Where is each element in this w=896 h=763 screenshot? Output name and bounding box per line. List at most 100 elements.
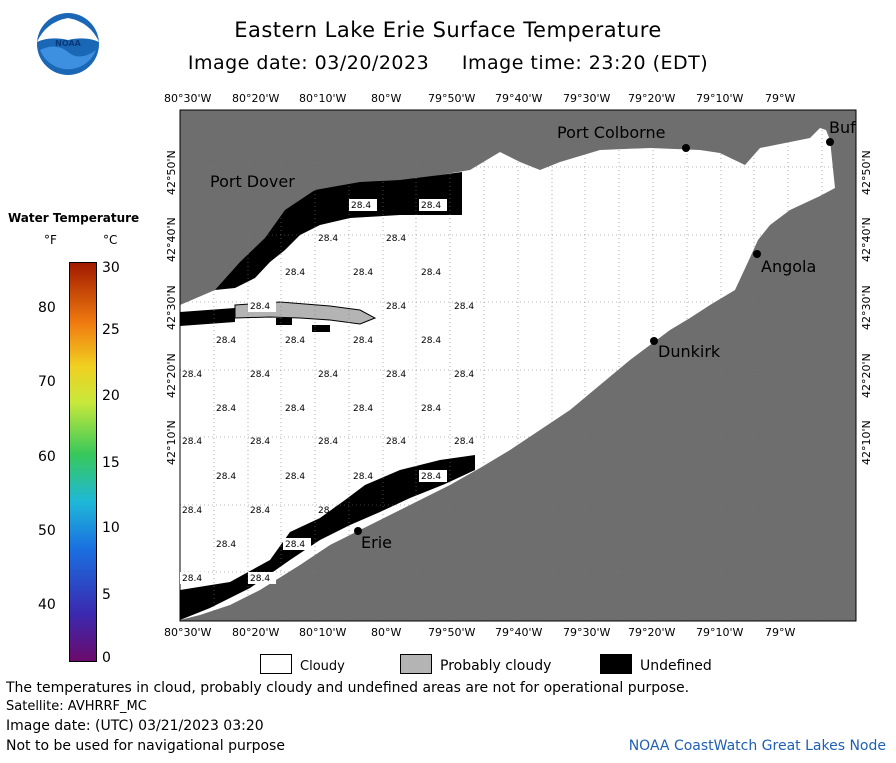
lat-label-left: 42°30'N [165,285,178,330]
place-angola: Angola [761,257,817,276]
scale-tick-c: 5 [102,587,111,603]
temperature-label: 28.4 [421,336,441,346]
scale-tick-f: 60 [38,449,56,465]
legend-swatch-cloudy [260,654,292,674]
legend-label-undefined: Undefined [640,658,712,674]
temperature-label: 28.4 [216,472,236,482]
scale-title: Water Temperature [8,211,140,225]
temperature-label-bg [283,538,311,550]
temperature-label: 28.4 [454,437,474,447]
lon-label-top: 79°10'W [696,92,744,105]
temperature-label: 28.4 [386,302,406,312]
temperature-label-bg [349,199,377,211]
footer-nav-warning: Not to be used for navigational purpose [6,738,285,754]
lon-label-bottom: 79°W [765,626,796,639]
graticule [180,110,856,621]
lat-label-right: 42°10'N [860,420,873,465]
temperature-label: 28.4 [285,472,305,482]
temperature-label: 28.4 [182,437,202,447]
lat-label-left: 42°40'N [165,217,178,262]
temperature-label: 28.4 [351,201,371,211]
scale-tick-c: 15 [102,455,120,471]
city-marker-buffalo [826,138,834,146]
lat-label-left: 42°50'N [165,150,178,195]
scale-tick-c: 30 [102,260,120,276]
temperature-label: 28.4 [182,506,202,516]
north-shore-land [180,110,500,305]
lon-label-top: 79°50'W [428,92,476,105]
lon-label-top: 80°10'W [299,92,347,105]
place-erie: Erie [361,533,392,552]
temperature-label: 28.4 [421,404,441,414]
undefined-area-west [180,308,235,326]
map-subtitle: Image date: 03/20/2023 Image time: 23:20… [187,52,709,74]
temperature-label: 28.4 [250,302,270,312]
lon-label-bottom: 79°10'W [696,626,744,639]
temperature-label: 28.4 [182,370,202,380]
temperature-label: 28.4 [318,370,338,380]
temperature-label: 28.4 [216,404,236,414]
city-marker-angola [753,250,761,258]
legend-swatch-probably-cloudy [400,654,432,674]
lon-label-bottom: 80°W [371,626,402,639]
temperature-label-bg [248,572,276,584]
temperature-label: 28.4 [454,302,474,312]
temperature-label: 28.4 [353,404,373,414]
temperature-label: 28.4 [421,268,441,278]
temperature-label: 28.4 [421,201,441,211]
lat-label-left: 42°10'N [165,420,178,465]
lon-label-bottom: 79°30'W [563,626,611,639]
place-port-dover: Port Dover [210,172,295,191]
temperature-label: 28.4 [250,370,270,380]
footer-credit: NOAA CoastWatch Great Lakes Node [628,738,886,754]
temperature-label: 28.4 [250,506,270,516]
temperature-label: 28.4 [386,370,406,380]
noaa-logo: NOAA [37,13,99,75]
temperature-label: 28.4 [285,540,305,550]
temperature-label: 28.4 [318,506,338,516]
lon-label-bottom: 79°50'W [428,626,476,639]
scale-tick-c: 25 [102,322,120,338]
lake-water-cloudy [180,120,835,620]
scale-tick-c: 10 [102,520,120,536]
place-dunkirk: Dunkirk [658,342,721,361]
lon-label-top: 80°30'W [164,92,212,105]
lon-label-top: 79°W [765,92,796,105]
temperature-label-bg [419,470,447,482]
lat-label-right: 42°50'N [860,150,873,195]
temperature-label: 28.4 [318,437,338,447]
temperature-label-bg [248,300,276,312]
footer-satellite: Satellite: AVHRRF_MC [6,699,147,714]
temperature-label: 28.4 [216,540,236,550]
lon-label-top: 80°W [371,92,402,105]
temperature-label: 28.4 [285,404,305,414]
temperature-label: 28.4 [285,268,305,278]
place-buffalo: Buf [829,118,856,137]
lat-label-right: 42°40'N [860,217,873,262]
place-port-colborne: Port Colborne [557,123,666,142]
scale-tick-f: 50 [38,523,56,539]
temperature-label: 28.4 [454,370,474,380]
scale-tick-c: 20 [102,388,120,404]
scale-unit-f: °F [44,233,57,247]
temperature-label-bg [419,199,447,211]
temperature-label: 28.4 [421,472,441,482]
temperature-label: 28.4 [250,574,270,584]
undefined-spot [312,325,330,332]
lon-label-bottom: 80°10'W [299,626,347,639]
legend-swatch-undefined [600,654,632,674]
scale-tick-f: 70 [38,374,56,390]
city-marker-port-colborne [682,144,690,152]
temperature-label: 28.4 [285,336,305,346]
lon-label-top: 79°20'W [628,92,676,105]
lon-label-bottom: 80°30'W [164,626,212,639]
lat-label-right: 42°20'N [860,353,873,398]
scale-tick-f: 80 [38,300,56,316]
city-marker-dunkirk [650,337,658,345]
lon-label-bottom: 80°20'W [232,626,280,639]
lon-label-bottom: 79°40'W [495,626,543,639]
temperature-label: 28.4 [216,336,236,346]
legend-label-probably-cloudy: Probably cloudy [440,658,552,674]
temperature-label: 28.4 [353,268,373,278]
scale-tick-f: 40 [38,597,56,613]
